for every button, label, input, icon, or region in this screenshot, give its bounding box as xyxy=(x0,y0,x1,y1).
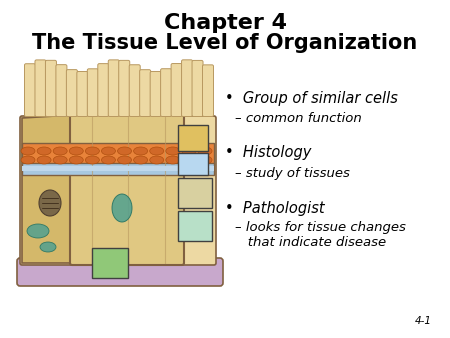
Text: 4-1: 4-1 xyxy=(415,316,432,326)
Ellipse shape xyxy=(101,147,116,155)
Ellipse shape xyxy=(53,156,67,164)
Text: that indicate disease: that indicate disease xyxy=(235,237,386,249)
FancyBboxPatch shape xyxy=(67,70,77,117)
FancyBboxPatch shape xyxy=(70,113,184,265)
Bar xyxy=(22,163,214,175)
FancyBboxPatch shape xyxy=(35,60,46,117)
Ellipse shape xyxy=(86,156,99,164)
FancyBboxPatch shape xyxy=(45,60,56,117)
Text: The Tissue Level of Organization: The Tissue Level of Organization xyxy=(32,33,418,53)
FancyBboxPatch shape xyxy=(161,69,171,117)
FancyBboxPatch shape xyxy=(87,69,98,117)
Ellipse shape xyxy=(182,156,196,164)
Bar xyxy=(178,211,212,241)
Ellipse shape xyxy=(40,242,56,252)
Ellipse shape xyxy=(182,147,196,155)
FancyBboxPatch shape xyxy=(150,71,161,117)
Ellipse shape xyxy=(198,147,212,155)
FancyBboxPatch shape xyxy=(202,65,213,117)
Text: •  Histology: • Histology xyxy=(225,145,311,161)
FancyBboxPatch shape xyxy=(98,64,109,117)
Bar xyxy=(22,143,214,165)
FancyBboxPatch shape xyxy=(17,258,223,286)
Ellipse shape xyxy=(134,147,148,155)
FancyBboxPatch shape xyxy=(108,60,119,117)
Ellipse shape xyxy=(69,147,83,155)
Bar xyxy=(178,125,208,151)
FancyBboxPatch shape xyxy=(140,70,151,117)
Ellipse shape xyxy=(37,156,51,164)
Ellipse shape xyxy=(53,147,67,155)
Text: •  Pathologist: • Pathologist xyxy=(225,200,324,216)
Ellipse shape xyxy=(86,147,99,155)
Text: Chapter 4: Chapter 4 xyxy=(163,13,287,33)
Ellipse shape xyxy=(101,156,116,164)
Text: •  Group of similar cells: • Group of similar cells xyxy=(225,91,398,105)
Bar xyxy=(22,166,214,171)
FancyBboxPatch shape xyxy=(171,64,182,117)
Ellipse shape xyxy=(150,147,164,155)
Bar xyxy=(178,178,212,208)
Bar xyxy=(92,248,128,278)
Ellipse shape xyxy=(117,147,131,155)
FancyBboxPatch shape xyxy=(130,116,216,265)
FancyBboxPatch shape xyxy=(20,116,86,265)
Ellipse shape xyxy=(69,156,83,164)
FancyBboxPatch shape xyxy=(192,61,203,117)
FancyBboxPatch shape xyxy=(129,65,140,117)
FancyBboxPatch shape xyxy=(56,65,67,117)
Ellipse shape xyxy=(21,147,35,155)
Text: – study of tissues: – study of tissues xyxy=(235,167,350,179)
Text: – looks for tissue changes: – looks for tissue changes xyxy=(235,221,406,235)
Ellipse shape xyxy=(150,156,164,164)
Ellipse shape xyxy=(21,156,35,164)
FancyBboxPatch shape xyxy=(77,71,88,117)
Ellipse shape xyxy=(117,156,131,164)
Polygon shape xyxy=(22,115,72,263)
Ellipse shape xyxy=(27,224,49,238)
FancyBboxPatch shape xyxy=(181,60,193,117)
Ellipse shape xyxy=(112,194,132,222)
Ellipse shape xyxy=(166,147,180,155)
Ellipse shape xyxy=(134,156,148,164)
FancyBboxPatch shape xyxy=(24,64,36,117)
Ellipse shape xyxy=(198,156,212,164)
Ellipse shape xyxy=(166,156,180,164)
Ellipse shape xyxy=(39,190,61,216)
Text: – common function: – common function xyxy=(235,112,362,124)
Ellipse shape xyxy=(37,147,51,155)
Bar xyxy=(178,153,208,175)
FancyBboxPatch shape xyxy=(119,61,130,117)
